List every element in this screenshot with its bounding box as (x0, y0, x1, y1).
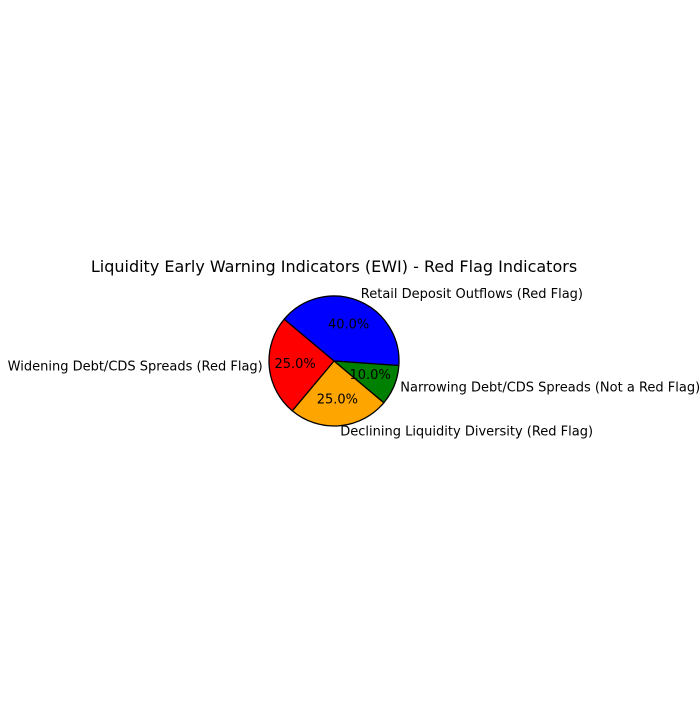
slice-percent-label: 40.0% (328, 317, 369, 332)
pie-slice-declining-liquidity-diversity-red-flag (291, 360, 385, 427)
slice-label: Retail Deposit Outflows (Red Flag) (361, 287, 583, 302)
pie-slice-retail-deposit-outflows-red-flag (283, 295, 400, 367)
slice-percent-label: 25.0% (274, 357, 315, 372)
pie-slice-widening-debt-cds-spreads-red-flag (268, 318, 335, 412)
pie-labels: Retail Deposit Outflows (Red Flag) 40.0% N… (8, 287, 700, 440)
slice-percent-label: 10.0% (350, 368, 391, 383)
chart-title: Liquidity Early Warning Indicators (EWI)… (91, 257, 577, 276)
pie-slices (268, 295, 400, 427)
slice-label: Narrowing Debt/CDS Spreads (Not a Red Fl… (400, 380, 700, 395)
slice-label: Widening Debt/CDS Spreads (Red Flag) (8, 360, 263, 375)
slice-percent-label: 25.0% (317, 392, 358, 407)
slice-label: Declining Liquidity Diversity (Red Flag) (340, 425, 593, 440)
